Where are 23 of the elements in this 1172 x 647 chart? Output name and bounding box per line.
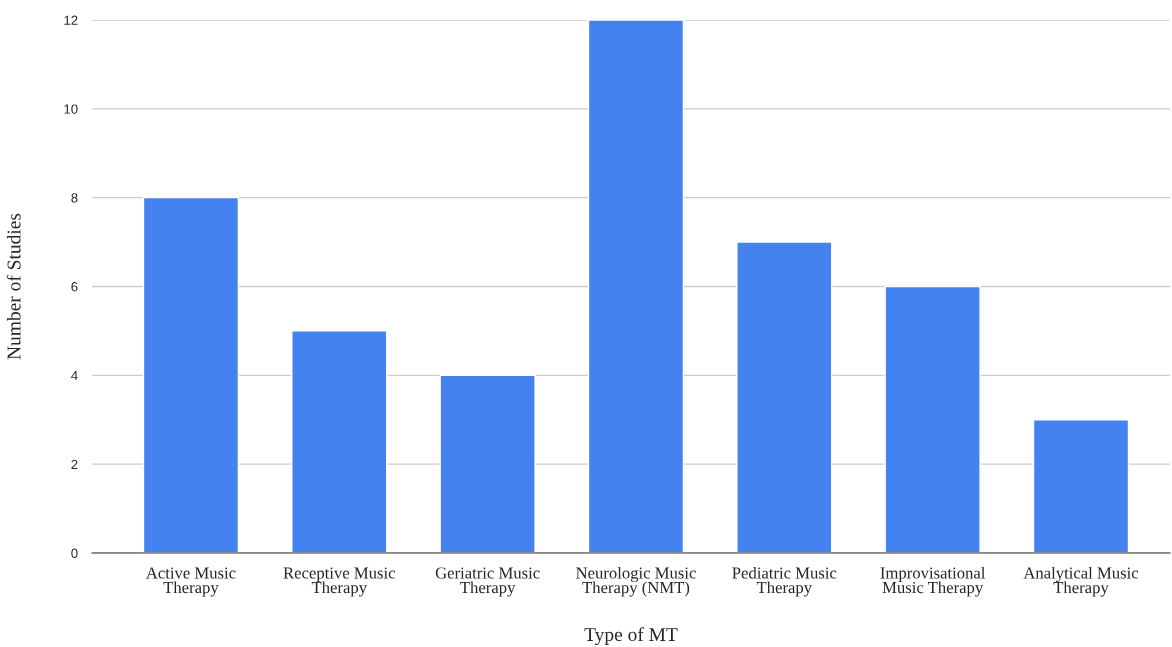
- x-tick-label: Improvisational Music Therapy: [880, 566, 986, 597]
- y-tick-label: 10: [64, 104, 78, 114]
- x-tick-label: Neurologic Music Therapy (NMT): [576, 566, 696, 597]
- bar: [439, 374, 536, 553]
- y-axis-title: Number of Studies: [6, 213, 21, 360]
- x-tick-label: Analytical Music Therapy: [1023, 566, 1139, 597]
- x-tick-label: Geriatric Music Therapy: [435, 567, 540, 597]
- x-axis-title: Type of MT: [584, 627, 678, 646]
- x-tick-label: Receptive Music Therapy: [283, 567, 395, 597]
- y-tick-label: 12: [64, 15, 78, 25]
- bar: [884, 285, 981, 553]
- bar: [1032, 419, 1130, 553]
- bar: [736, 241, 833, 553]
- x-tick-label: Pediatric Music Therapy: [732, 566, 837, 597]
- bar: [142, 196, 240, 553]
- y-tick-label: 4: [71, 371, 78, 381]
- bar: [587, 20, 685, 553]
- y-tick-label: 0: [71, 548, 78, 558]
- y-tick-label: 8: [71, 193, 78, 203]
- bar: [291, 330, 388, 553]
- y-tick-label: 2: [71, 459, 78, 469]
- y-tick-label: 6: [71, 282, 78, 292]
- x-tick-label: Active Music Therapy: [145, 567, 236, 597]
